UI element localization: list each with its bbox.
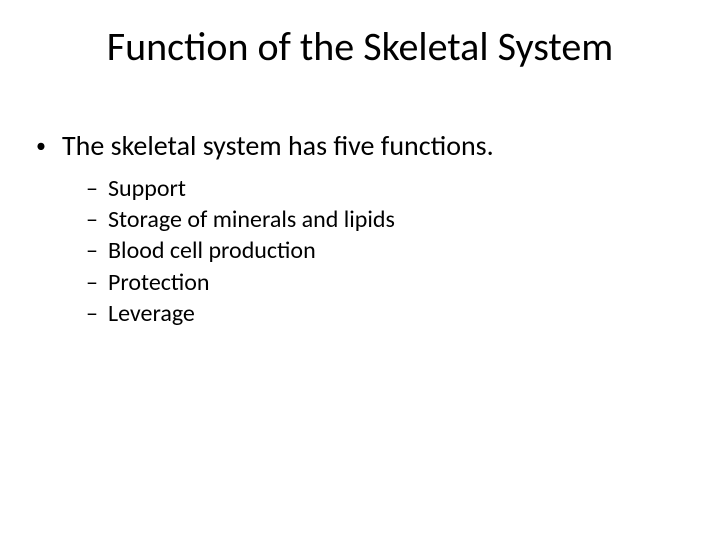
list-item: – Leverage [86,298,684,329]
list-item: – Storage of minerals and lipids [86,204,684,235]
intro-bullet-row: • The skeletal system has five functions… [36,128,684,163]
slide: Function of the Skeletal System • The sk… [0,0,720,540]
dash-icon: – [86,173,108,204]
list-item-label: Protection [108,267,210,298]
list-item: – Blood cell production [86,235,684,266]
list-item: – Protection [86,267,684,298]
list-item-label: Support [108,173,186,204]
list-item-label: Storage of minerals and lipids [108,204,395,235]
dash-icon: – [86,235,108,266]
dash-icon: – [86,267,108,298]
slide-body: • The skeletal system has five functions… [36,128,684,329]
slide-title: Function of the Skeletal System [0,22,720,71]
bullet-icon: • [36,128,62,159]
list-item-label: Blood cell production [108,235,316,266]
intro-text: The skeletal system has five functions. [62,128,494,163]
list-item: – Support [86,173,684,204]
dash-icon: – [86,298,108,329]
dash-icon: – [86,204,108,235]
list-item-label: Leverage [108,298,195,329]
